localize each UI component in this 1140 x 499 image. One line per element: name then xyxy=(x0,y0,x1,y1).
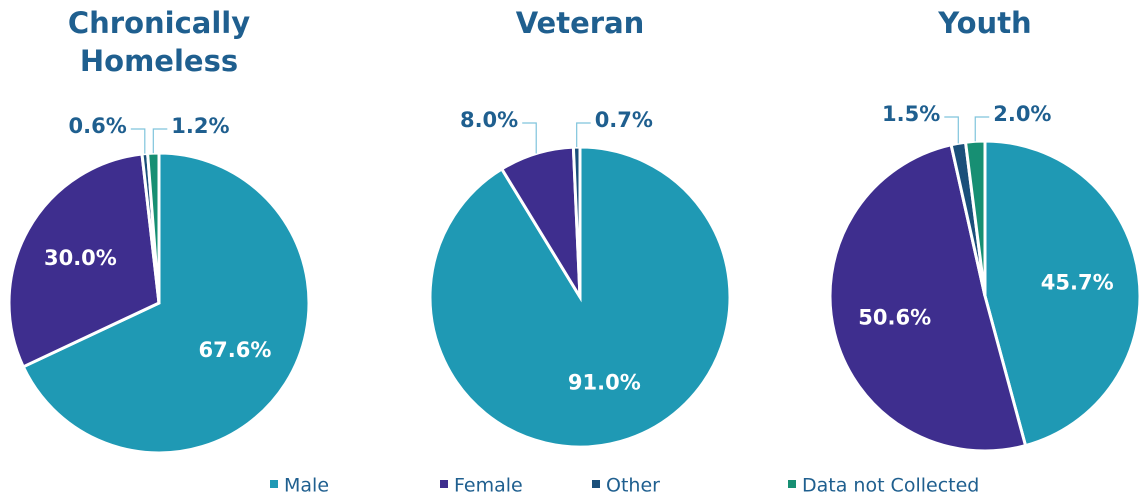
legend-label: Other xyxy=(606,475,660,497)
data-label: 50.6% xyxy=(858,305,931,329)
legend-swatch xyxy=(592,480,600,488)
pie-slice xyxy=(428,145,732,449)
data-label: 8.0% xyxy=(460,108,518,132)
data-label: 2.0% xyxy=(993,102,1051,126)
data-label: 30.0% xyxy=(44,246,117,270)
pie-slice xyxy=(7,152,161,369)
legend-swatch xyxy=(270,480,278,488)
data-label: 45.7% xyxy=(1041,271,1114,295)
data-label: 1.5% xyxy=(882,102,940,126)
legend-label: Female xyxy=(454,475,523,497)
data-label: 1.2% xyxy=(171,114,229,138)
pie-slice xyxy=(828,142,1028,453)
leader-line xyxy=(944,116,959,144)
leader-line xyxy=(152,128,168,154)
leader-line xyxy=(974,116,990,142)
data-label: 91.0% xyxy=(568,371,641,395)
legend-swatch xyxy=(788,480,796,488)
data-label: 67.6% xyxy=(199,338,272,362)
chart-title: Youth xyxy=(938,6,1032,40)
leader-line xyxy=(130,128,146,154)
leader-line xyxy=(576,122,591,148)
leader-line xyxy=(522,122,537,154)
chart-title: Veteran xyxy=(515,6,645,40)
chart-title: Chronically Homeless xyxy=(67,6,251,78)
legend-label: Data not Collected xyxy=(802,475,979,497)
pie-slice xyxy=(983,139,1140,448)
legend-label: Male xyxy=(284,475,329,497)
data-label: 0.6% xyxy=(69,114,127,138)
data-label: 0.7% xyxy=(595,108,653,132)
pie-slice xyxy=(571,145,582,298)
legend-swatch xyxy=(440,480,448,488)
pie-slice xyxy=(21,151,311,455)
